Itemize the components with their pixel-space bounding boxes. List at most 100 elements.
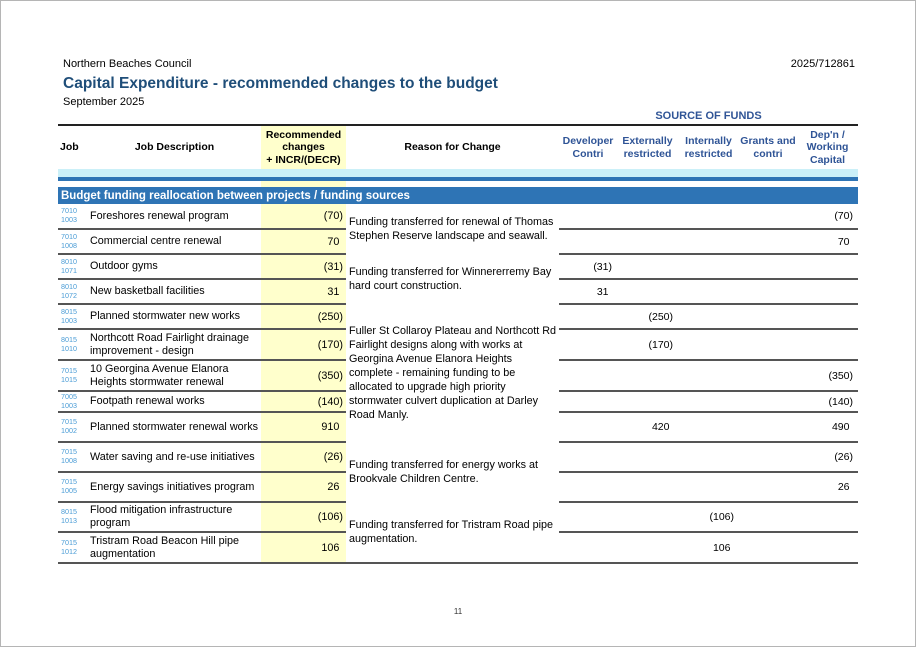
fund-cell-internally-restricted (678, 254, 739, 280)
fund-cell-externally-restricted (617, 472, 678, 503)
fund-cell-internally-restricted (678, 204, 739, 230)
recommended-cell: (26) (261, 442, 346, 473)
source-of-funds-label: SOURCE OF FUNDS (655, 110, 762, 122)
job-cell: 7015 1015 (58, 360, 88, 392)
fund-cell-externally-restricted: (250) (617, 304, 678, 330)
fund-cell-developer-contri (559, 204, 617, 230)
recommended-cell: (31) (261, 254, 346, 280)
table-row: 8010 1071 Outdoor gyms (31) Funding transfer… (58, 254, 858, 292)
table-row: 8015 1010 Northcott Road Fairlight drainag… (58, 329, 858, 361)
fund-cell-developer-contri (559, 532, 617, 564)
recommended-cell: 910) (261, 412, 346, 443)
reason-cell: Funding transferred for renewal of Thoma… (349, 215, 554, 242)
fund-cell-depn-working-capital (797, 329, 858, 361)
header-gap (58, 181, 858, 187)
fund-cell-internally-restricted (678, 360, 739, 392)
fund-cell-developer-contri (559, 502, 617, 533)
col-header-grants-and-contri: Grants and contri (740, 135, 796, 160)
fund-cell-developer-contri (559, 391, 617, 413)
table-row: 7015 1008 Water saving and re-use initiati… (58, 442, 858, 485)
fund-cell-depn-working-capital: (140) (797, 391, 858, 413)
fund-cell-developer-contri (559, 472, 617, 503)
budget-table: Job Job Description Recommended changes … (58, 124, 858, 564)
fund-cell-externally-restricted (617, 229, 678, 255)
col-header-externally-restricted: Externally restricted (622, 135, 673, 160)
cyan-strip (58, 169, 858, 177)
gap-highlight (261, 181, 346, 187)
fund-cell-grants-and-contri (739, 204, 797, 230)
fund-cell-grants-and-contri (739, 412, 797, 443)
fund-cell-depn-working-capital (797, 532, 858, 564)
description-cell: New basketball facilities (88, 279, 261, 305)
col-header-recommended: Recommended changes + INCR/(DECR) (261, 125, 346, 169)
recommended-cell: (106) (261, 502, 346, 533)
description-cell: Planned stormwater new works (88, 304, 261, 330)
blue-rule (58, 177, 858, 181)
description-cell: Tristram Road Beacon Hill pipe augmentat… (88, 532, 261, 564)
description-cell: Northcott Road Fairlight drainage improv… (88, 329, 261, 361)
fund-cell-grants-and-contri (739, 502, 797, 533)
fund-cell-externally-restricted (617, 442, 678, 473)
table-row: 7015 1015 10 Georgina Avenue Elanora Heigh… (58, 360, 858, 392)
description-cell: Planned stormwater renewal works (88, 412, 261, 443)
reason-cell: Fuller St Collaroy Plateau and Northcott… (349, 324, 557, 422)
page-number: 11 (453, 607, 463, 616)
fund-cell-externally-restricted: 420) (617, 412, 678, 443)
blue-rule-bar (58, 177, 858, 181)
fund-cell-grants-and-contri (739, 304, 797, 330)
column-header-row: Job Job Description Recommended changes … (58, 125, 858, 169)
fund-cell-externally-restricted (617, 391, 678, 413)
job-cell: 8010 1072 (58, 279, 88, 305)
fund-cell-depn-working-capital (797, 502, 858, 533)
fund-cell-internally-restricted (678, 229, 739, 255)
fund-cell-internally-restricted (678, 472, 739, 503)
fund-cell-developer-contri (559, 412, 617, 443)
fund-cell-externally-restricted: (170) (617, 329, 678, 361)
recommended-cell: 31) (261, 279, 346, 305)
col-header-internally-restricted: Internally restricted (684, 135, 733, 160)
fund-cell-internally-restricted: (106) (678, 502, 739, 533)
fund-cell-developer-contri (559, 329, 617, 361)
report-date: September 2025 (63, 96, 145, 108)
table-row: 7015 1005 Energy savings initiatives progr… (58, 472, 858, 503)
fund-cell-depn-working-capital (797, 254, 858, 280)
fund-cell-internally-restricted (678, 442, 739, 473)
fund-cell-grants-and-contri (739, 532, 797, 564)
table-row: 7010 1003 Foreshores renewal program (70) Fu… (58, 204, 858, 242)
fund-cell-internally-restricted (678, 304, 739, 330)
fund-cell-developer-contri: 31) (559, 279, 617, 305)
fund-cell-depn-working-capital: 26) (797, 472, 858, 503)
section-header-text: Budget funding reallocation between proj… (58, 187, 858, 204)
fund-cell-internally-restricted: 106) (678, 532, 739, 564)
fund-cell-grants-and-contri (739, 329, 797, 361)
col-header-developer-contri: Developer Contri (562, 135, 614, 160)
fund-cell-externally-restricted (617, 254, 678, 280)
reason-cell: Funding transferred for Winnererremy Bay… (349, 265, 552, 292)
job-cell: 7015 1008 (58, 442, 88, 473)
col-header-reason: Reason for Change (404, 141, 501, 154)
fund-cell-developer-contri (559, 229, 617, 255)
table-row: 7005 1003 Footpath renewal works (140) (140) (58, 391, 858, 413)
fund-cell-depn-working-capital: (350) (797, 360, 858, 392)
description-cell: Footpath renewal works (88, 391, 261, 413)
page-title: Capital Expenditure - recommended change… (63, 75, 498, 92)
fund-cell-depn-working-capital (797, 279, 858, 305)
table-row: 7015 1002 Planned stormwater renewal works… (58, 412, 858, 443)
description-cell: Foreshores renewal program (88, 204, 261, 230)
recommended-line-3: + INCR/(DECR) (266, 153, 341, 166)
job-cell: 7015 1005 (58, 472, 88, 503)
fund-cell-developer-contri (559, 442, 617, 473)
job-cell: 8015 1013 (58, 502, 88, 533)
gap-left (58, 181, 261, 187)
description-cell: 10 Georgina Avenue Elanora Heights storm… (88, 360, 261, 392)
job-cell: 8015 1010 (58, 329, 88, 361)
description-cell: Energy savings initiatives program (88, 472, 261, 503)
fund-cell-externally-restricted (617, 360, 678, 392)
fund-cell-grants-and-contri (739, 472, 797, 503)
council-name: Northern Beaches Council (63, 58, 192, 70)
reason-cell: Funding transferred for energy works at … (349, 458, 539, 485)
budget-table-body: 7010 1003 Foreshores renewal program (70) Fu… (58, 204, 858, 564)
fund-cell-internally-restricted (678, 412, 739, 443)
